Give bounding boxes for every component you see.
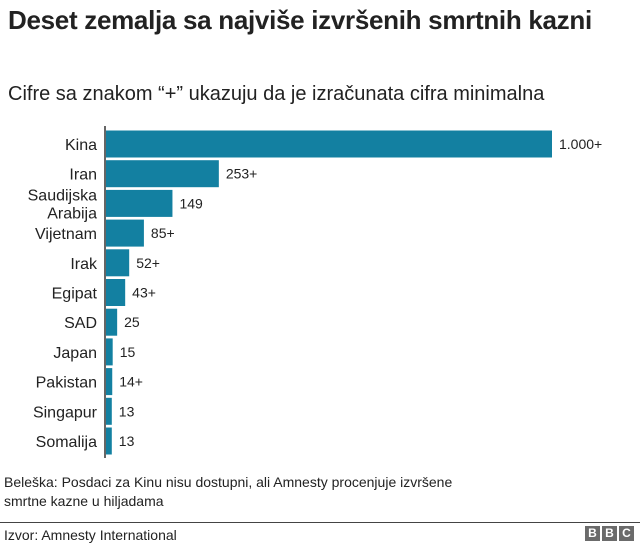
data-label: 15 [120, 344, 136, 360]
chart-note: Beleška: Posdaci za Kinu nisu dostupni, … [4, 474, 453, 509]
data-label: 1.000+ [559, 136, 602, 152]
category-label: Kina [65, 137, 97, 154]
bbc-logo: B B C [585, 526, 634, 541]
data-label: 13 [119, 433, 135, 449]
chart-title: Deset zemalja sa najviše izvršenih smrtn… [8, 5, 592, 35]
bar [106, 189, 173, 217]
bar [106, 427, 112, 455]
data-label: 25 [124, 314, 140, 330]
category-label: Egipat [52, 286, 98, 303]
bbc-logo-b2: B [602, 526, 617, 541]
bar [106, 397, 112, 425]
category-label: Somalija [36, 434, 97, 451]
bar [106, 308, 118, 336]
data-label: 253+ [226, 166, 258, 182]
bar [106, 249, 130, 277]
category-label: Singapur [33, 404, 98, 421]
category-label: Japan [53, 345, 97, 362]
bar [106, 160, 219, 188]
category-label: Arabija [47, 205, 97, 222]
category-label: SAD [64, 315, 97, 332]
bar [106, 279, 126, 306]
category-label: Pakistan [36, 375, 97, 392]
source-text: Izvor: Amnesty International [4, 527, 177, 543]
data-label: 52+ [136, 255, 160, 271]
data-label: 14+ [119, 374, 143, 390]
bar [106, 219, 144, 247]
category-label: Saudijska [28, 187, 97, 204]
category-label: Iran [69, 167, 97, 184]
bar [106, 130, 552, 158]
data-label: 43+ [132, 285, 156, 301]
bbc-logo-b1: B [585, 526, 600, 541]
category-label: Vijetnam [35, 226, 97, 243]
category-label: Irak [70, 256, 98, 273]
bbc-logo-c: C [619, 526, 634, 541]
data-label: 13 [119, 403, 135, 419]
data-label: 85+ [151, 225, 175, 241]
footer-divider [0, 522, 640, 523]
bar [106, 368, 113, 396]
data-label: 149 [179, 195, 203, 211]
bar [106, 338, 113, 366]
chart-subtitle: Cifre sa znakom “+” ukazuju da je izraču… [8, 83, 545, 105]
